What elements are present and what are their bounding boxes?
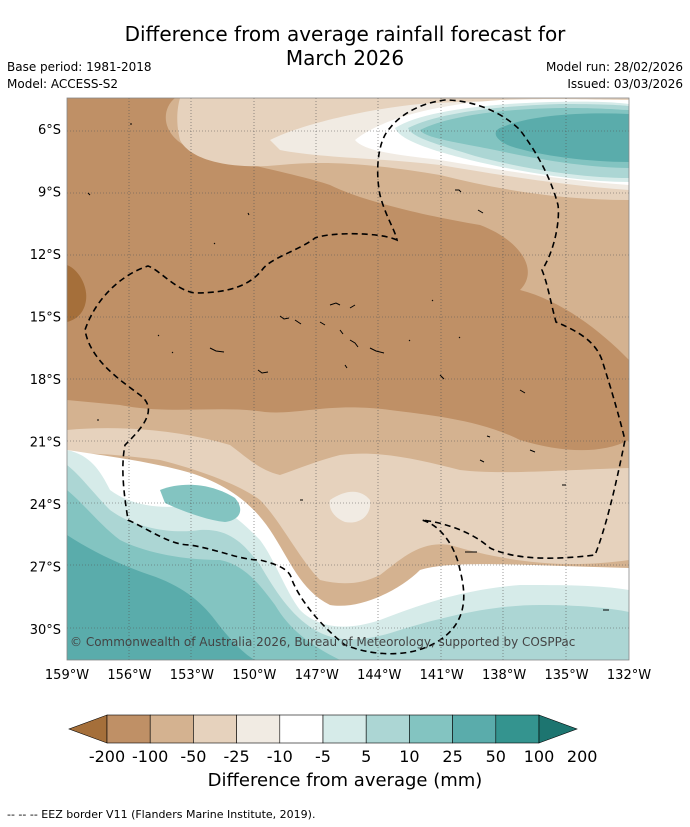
x-tick-label: 156°W xyxy=(107,668,151,683)
colorbar-tick-label: 100 xyxy=(524,747,555,766)
y-tick-label: 27°S xyxy=(30,560,61,575)
y-tick-label: 21°S xyxy=(30,435,61,450)
contour-band-50-ne xyxy=(495,113,629,162)
colorbar-title: Difference from average (mm) xyxy=(207,770,483,791)
x-axis-ticks: 159°W 156°W 153°W 150°W 147°W 144°W 141°W 138°W… xyxy=(45,668,651,683)
colorbar-tick-label: 50 xyxy=(486,747,506,766)
colorbar-segment xyxy=(365,714,410,744)
colorbar-tick-label: -100 xyxy=(132,747,168,766)
contour-band-50-south xyxy=(67,535,255,660)
x-tick-label: 150°W xyxy=(232,668,276,683)
issued-date: Issued: 03/03/2026 xyxy=(567,77,683,91)
map-plot-area xyxy=(67,98,629,660)
colorbar xyxy=(68,714,578,744)
contour-band-minus10-south xyxy=(329,491,371,523)
x-tick-label: 135°W xyxy=(544,668,588,683)
colorbar-segment xyxy=(279,714,324,744)
colorbar-segment xyxy=(322,714,367,744)
y-tick-label: 6°S xyxy=(38,123,61,138)
y-tick-label: 9°S xyxy=(38,186,61,201)
colorbar-tick-label: 200 xyxy=(567,747,598,766)
colorbar-arrow-low xyxy=(68,714,108,744)
y-tick-label: 12°S xyxy=(30,248,61,263)
colorbar-tick-label: -10 xyxy=(267,747,293,766)
base-period: Base period: 1981-2018 xyxy=(7,60,152,74)
x-tick-label: 153°W xyxy=(170,668,214,683)
y-axis-ticks: 6°S 9°S 12°S 15°S 18°S 21°S 24°S 27°S 30°S xyxy=(30,123,61,638)
colorbar-tick-label: 10 xyxy=(399,747,419,766)
x-tick-label: 144°W xyxy=(357,668,401,683)
title-line-2: March 2026 xyxy=(285,46,405,70)
x-tick-label: 138°W xyxy=(482,668,526,683)
footer-eez-note: -- -- -- EEZ border V11 (Flanders Marine… xyxy=(7,808,316,821)
meta-right: Model run: 28/02/2026 Issued: 03/03/2026 xyxy=(546,59,683,93)
colorbar-segment xyxy=(193,714,237,744)
colorbar-arrow-high xyxy=(538,714,578,744)
colorbar-segment xyxy=(452,714,497,744)
islands xyxy=(87,123,609,611)
colorbar-tick-label: -200 xyxy=(89,747,125,766)
colorbar-segment xyxy=(409,714,453,744)
colorbar-segment xyxy=(149,714,194,744)
contour-band-25-patch xyxy=(160,484,241,522)
y-tick-label: 18°S xyxy=(30,373,61,388)
title-line-1: Difference from average rainfall forecas… xyxy=(124,22,566,46)
colorbar-tick-label: 5 xyxy=(361,747,371,766)
contour-band-minus100 xyxy=(67,98,629,451)
y-tick-label: 30°S xyxy=(30,623,61,638)
colorbar-segment xyxy=(495,714,540,744)
copyright-text: © Commonwealth of Australia 2026, Bureau… xyxy=(70,635,575,649)
x-tick-label: 141°W xyxy=(420,668,464,683)
colorbar-tick-label: -50 xyxy=(180,747,206,766)
y-tick-label: 15°S xyxy=(30,311,61,326)
colorbar-tick-label: -5 xyxy=(315,747,331,766)
map-frame xyxy=(66,97,630,661)
colorbar-tick-label: 25 xyxy=(442,747,462,766)
model-name: Model: ACCESS-S2 xyxy=(7,77,119,91)
x-tick-label: 159°W xyxy=(45,668,89,683)
x-tick-label: 132°W xyxy=(607,668,651,683)
colorbar-segment xyxy=(236,714,281,744)
meta-left: Base period: 1981-2018 Model: ACCESS-S2 xyxy=(7,59,152,93)
colorbar-tick-label: -25 xyxy=(224,747,250,766)
grid-lines xyxy=(67,98,629,660)
model-run: Model run: 28/02/2026 xyxy=(545,60,683,74)
chart-title: Difference from average rainfall forecas… xyxy=(0,22,690,70)
colorbar-segment xyxy=(106,714,151,744)
y-tick-label: 24°S xyxy=(30,498,61,513)
x-tick-label: 147°W xyxy=(295,668,339,683)
colorbar-tick-labels: -200 -100 -50 -25 -10 -5 5 10 25 50 100 200 xyxy=(89,747,598,766)
contour-band-minus200 xyxy=(67,265,87,322)
